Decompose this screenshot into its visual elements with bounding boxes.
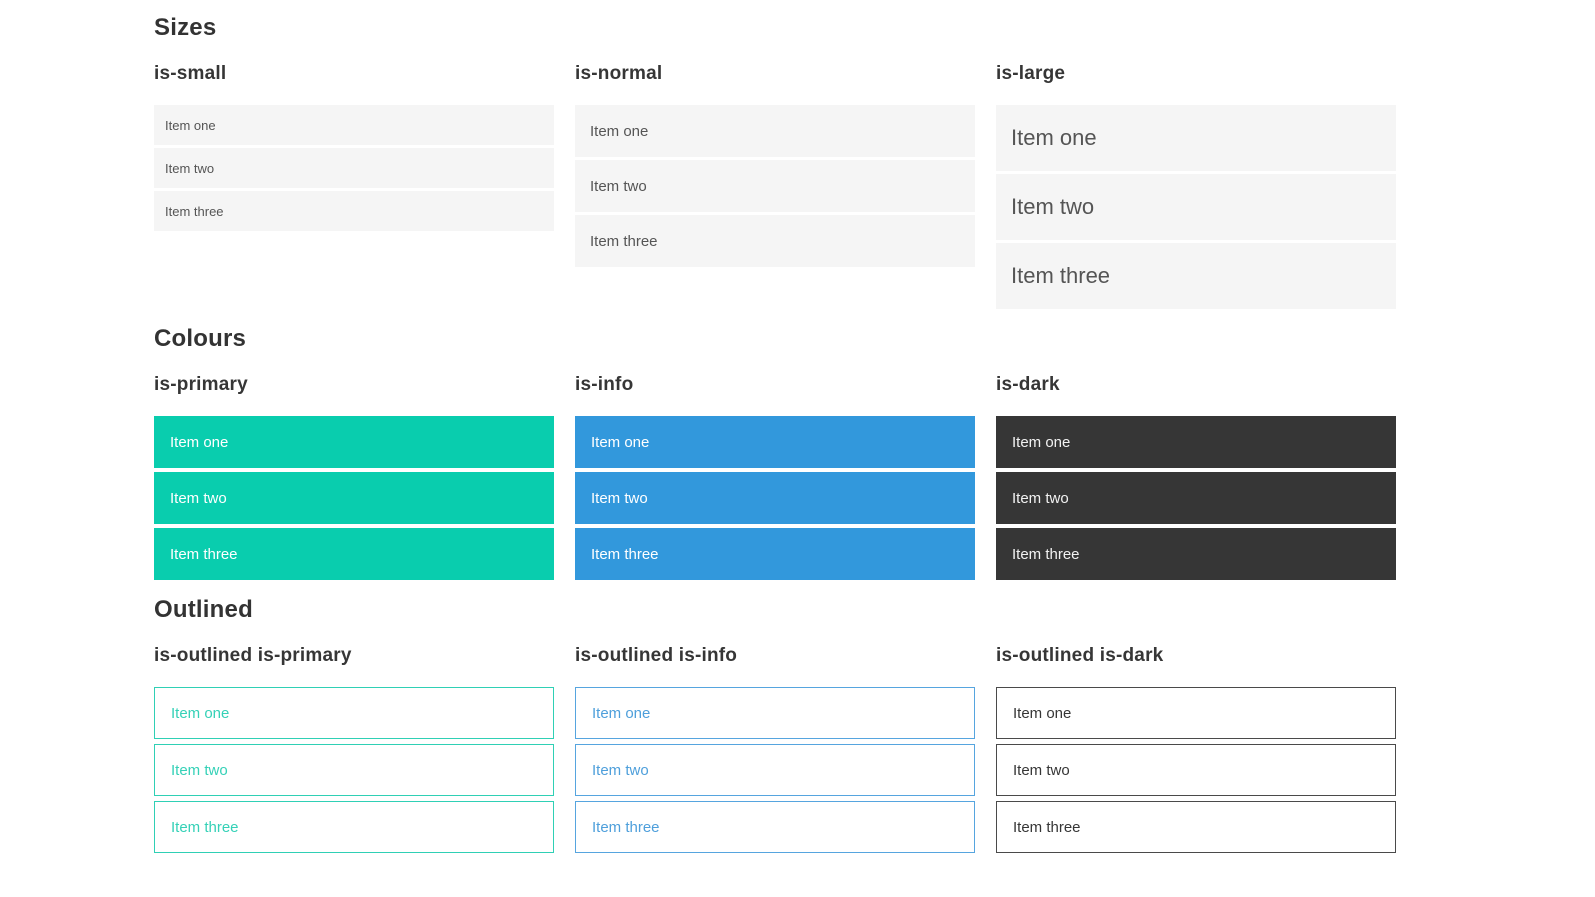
group-is-large: is-large Item one Item two Item three — [996, 62, 1396, 309]
list-item[interactable]: Item two — [996, 472, 1396, 524]
section-title-outlined: Outlined — [154, 596, 253, 623]
colours-groups: is-primary Item one Item two Item three … — [154, 373, 1595, 580]
list-item[interactable]: Item three — [996, 243, 1396, 309]
group-is-info: is-info Item one Item two Item three — [575, 373, 975, 580]
list-item[interactable]: Item two — [154, 472, 554, 524]
list-item[interactable]: Item one — [996, 416, 1396, 468]
list-item[interactable]: Item three — [575, 528, 975, 580]
section-sizes: Sizes is-small Item one Item two Item th… — [154, 14, 1595, 309]
list-item[interactable]: Item one — [996, 687, 1396, 739]
group-label-is-outlined-is-dark: is-outlined is-dark — [996, 645, 1164, 666]
list-item[interactable]: Item one — [575, 416, 975, 468]
list-item[interactable]: Item one — [996, 105, 1396, 171]
group-is-outlined-is-info: is-outlined is-info Item one Item two It… — [575, 644, 975, 853]
list-item[interactable]: Item two — [154, 744, 554, 796]
list-item[interactable]: Item two — [154, 148, 554, 188]
list-is-primary: Item one Item two Item three — [154, 416, 554, 580]
list-is-dark: Item one Item two Item three — [996, 416, 1396, 580]
list-item[interactable]: Item one — [154, 105, 554, 145]
section-outlined: Outlined is-outlined is-primary Item one… — [154, 596, 1595, 853]
list-item[interactable]: Item one — [154, 687, 554, 739]
list-item[interactable]: Item one — [575, 687, 975, 739]
list-is-small: Item one Item two Item three — [154, 105, 554, 231]
group-label-is-normal: is-normal — [575, 63, 663, 84]
list-item[interactable]: Item three — [575, 801, 975, 853]
list-item[interactable]: Item three — [154, 191, 554, 231]
group-label-is-small: is-small — [154, 63, 227, 84]
section-colours: Colours is-primary Item one Item two Ite… — [154, 325, 1595, 580]
group-is-outlined-is-primary: is-outlined is-primary Item one Item two… — [154, 644, 554, 853]
group-is-normal: is-normal Item one Item two Item three — [575, 62, 975, 309]
list-is-outlined-is-primary: Item one Item two Item three — [154, 687, 554, 853]
group-label-is-info: is-info — [575, 374, 634, 395]
list-item[interactable]: Item one — [154, 416, 554, 468]
list-item[interactable]: Item three — [154, 801, 554, 853]
list-is-normal: Item one Item two Item three — [575, 105, 975, 267]
group-label-is-primary: is-primary — [154, 374, 248, 395]
group-is-small: is-small Item one Item two Item three — [154, 62, 554, 309]
group-is-primary: is-primary Item one Item two Item three — [154, 373, 554, 580]
list-is-outlined-is-info: Item one Item two Item three — [575, 687, 975, 853]
list-item[interactable]: Item two — [575, 744, 975, 796]
section-title-colours: Colours — [154, 325, 247, 352]
list-item[interactable]: Item two — [575, 472, 975, 524]
list-item[interactable]: Item three — [996, 801, 1396, 853]
group-label-is-large: is-large — [996, 63, 1066, 84]
group-label-is-dark: is-dark — [996, 374, 1060, 395]
list-is-info: Item one Item two Item three — [575, 416, 975, 580]
list-item[interactable]: Item three — [996, 528, 1396, 580]
list-item[interactable]: Item two — [996, 174, 1396, 240]
group-is-outlined-is-dark: is-outlined is-dark Item one Item two It… — [996, 644, 1396, 853]
list-item[interactable]: Item two — [996, 744, 1396, 796]
section-title-sizes: Sizes — [154, 14, 217, 41]
group-is-dark: is-dark Item one Item two Item three — [996, 373, 1396, 580]
list-item[interactable]: Item one — [575, 105, 975, 157]
list-is-large: Item one Item two Item three — [996, 105, 1396, 309]
list-is-outlined-is-dark: Item one Item two Item three — [996, 687, 1396, 853]
group-label-is-outlined-is-primary: is-outlined is-primary — [154, 645, 352, 666]
list-item[interactable]: Item three — [575, 215, 975, 267]
outlined-groups: is-outlined is-primary Item one Item two… — [154, 644, 1595, 853]
group-label-is-outlined-is-info: is-outlined is-info — [575, 645, 738, 666]
list-item[interactable]: Item two — [575, 160, 975, 212]
sizes-groups: is-small Item one Item two Item three is… — [154, 62, 1595, 309]
list-item[interactable]: Item three — [154, 528, 554, 580]
